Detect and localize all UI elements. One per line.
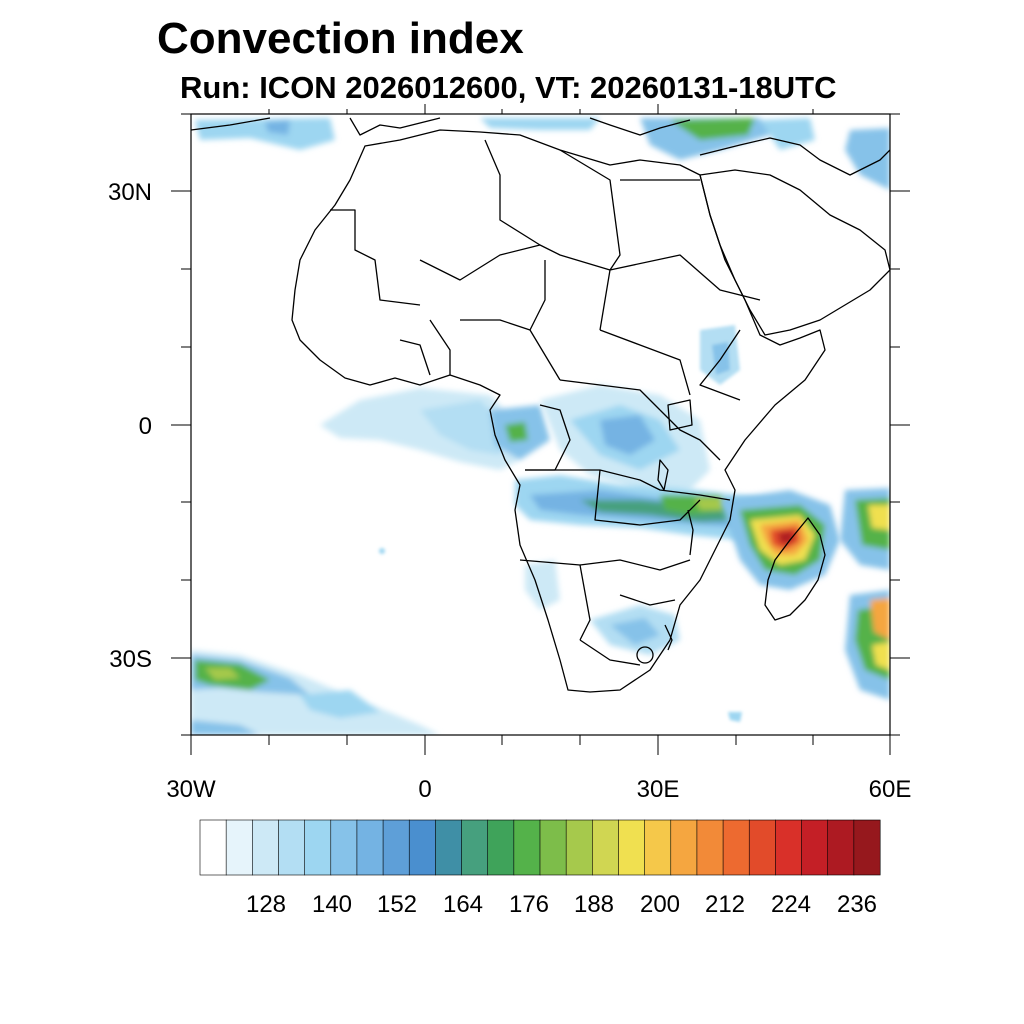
colorbar-swatch: [382, 819, 410, 876]
colorbar-swatch: [435, 819, 463, 876]
colorbar-label: 224: [771, 891, 811, 918]
colorbar-swatch: [670, 819, 698, 876]
colorbar-swatch: [644, 819, 672, 876]
colorbar-label: 200: [640, 891, 680, 918]
colorbar-label: 164: [443, 891, 483, 918]
colorbar-swatch: [225, 819, 253, 876]
colorbar-swatch: [775, 819, 803, 876]
colorbar-swatch: [801, 819, 829, 876]
colorbar: [199, 819, 881, 876]
colorbar-swatch: [356, 819, 384, 876]
colorbar-swatch: [539, 819, 567, 876]
lon-label-30e: 30E: [637, 776, 680, 803]
colorbar-swatch: [408, 819, 436, 876]
colorbar-swatch: [278, 819, 306, 876]
lat-label-0: 0: [139, 413, 152, 440]
colorbar-label: 140: [312, 891, 352, 918]
colorbar-swatch: [618, 819, 646, 876]
colorbar-swatch: [565, 819, 593, 876]
colorbar-swatch: [252, 819, 279, 876]
colorbar-swatch: [304, 819, 332, 876]
colorbar-label: 176: [509, 891, 549, 918]
map-title: Convection index: [157, 14, 524, 63]
colorbar-swatch: [330, 819, 358, 876]
colorbar-label: 152: [377, 891, 417, 918]
colorbar-swatch: [487, 819, 515, 876]
colorbar-swatch: [748, 819, 776, 876]
coastlines-and-borders: [191, 117, 890, 693]
lon-label-0: 0: [418, 776, 431, 803]
colorbar-swatch: [461, 819, 489, 876]
colorbar-swatch: [853, 819, 881, 876]
convection-field: [191, 118, 890, 735]
lon-label-30w: 30W: [166, 776, 216, 803]
lon-label-60e: 60E: [869, 776, 912, 803]
colorbar-labels: 128 140 152 164 176 188 200 212 224 236: [246, 891, 877, 918]
axis-ticks: [171, 104, 910, 755]
colorbar-swatch: [513, 819, 541, 876]
lat-label-30n: 30N: [108, 179, 152, 206]
colorbar-label: 128: [246, 891, 286, 918]
colorbar-swatch: [827, 819, 855, 876]
map-subtitle: Run: ICON 2026012600, VT: 20260131-18UTC: [180, 70, 837, 105]
colorbar-label: 188: [574, 891, 614, 918]
colorbar-label: 236: [837, 891, 877, 918]
colorbar-swatch: [199, 819, 227, 876]
colorbar-swatch: [592, 819, 619, 876]
colorbar-swatch: [696, 819, 724, 876]
colorbar-label: 212: [705, 891, 745, 918]
colorbar-swatch: [722, 819, 750, 876]
lat-label-30s: 30S: [109, 646, 152, 673]
